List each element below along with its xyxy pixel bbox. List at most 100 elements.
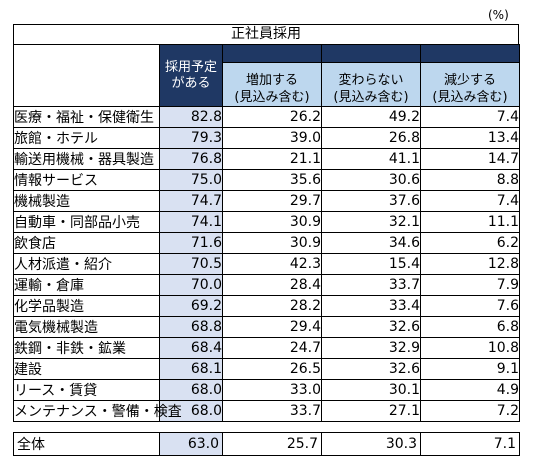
cell-unchanged: 41.1 (321, 148, 421, 170)
total-hiring-planned: 63.0 (159, 432, 223, 456)
table-row: 運輸・倉庫 70.0 28.4 33.7 7.9 (13, 274, 520, 296)
table-row: 自動車・同部品小売 74.1 30.9 32.1 11.1 (13, 211, 520, 233)
cell-hiring-planned: 79.3 (159, 127, 223, 149)
cell-hiring-planned: 70.0 (159, 274, 223, 296)
row-label: 飲食店 (13, 232, 160, 254)
cell-decrease: 7.2 (420, 400, 520, 422)
header-blank (13, 44, 160, 107)
cell-hiring-planned: 69.2 (159, 295, 223, 317)
cell-hiring-planned: 68.1 (159, 358, 223, 380)
cell-hiring-planned: 68.4 (159, 337, 223, 359)
cell-unchanged: 49.2 (321, 106, 421, 128)
table-row: 輸送用機械・器具製造 76.8 21.1 41.1 14.7 (13, 148, 520, 170)
total-unchanged: 30.3 (321, 432, 421, 456)
header-bar (321, 44, 421, 63)
table-row: 機械製造 74.7 29.7 37.6 7.4 (13, 190, 520, 212)
row-label: 鉄鋼・非鉄・鉱業 (13, 337, 160, 359)
cell-decrease: 14.7 (420, 148, 520, 170)
table-row: 鉄鋼・非鉄・鉱業 68.4 24.7 32.9 10.8 (13, 337, 520, 359)
table-row: 人材派遣・紹介 70.5 42.3 15.4 12.8 (13, 253, 520, 275)
cell-hiring-planned: 74.7 (159, 190, 223, 212)
total-label: 全体 (13, 432, 160, 456)
table-row: 化学品製造 69.2 28.2 33.4 7.6 (13, 295, 520, 317)
header-decrease-line2: (見込み含む) (432, 90, 508, 105)
cell-increase: 33.7 (222, 400, 322, 422)
employment-table: 採用予定 がある 増加する (見込み含む) 変わらない (見込み含む) 減少する… (13, 44, 520, 422)
cell-unchanged: 32.6 (321, 316, 421, 338)
header-unchanged-line2: (見込み含む) (333, 90, 409, 105)
cell-increase: 39.0 (222, 127, 322, 149)
header-decrease-line1: 減少する (443, 73, 496, 88)
total-decrease: 7.1 (420, 432, 520, 456)
cell-decrease: 4.9 (420, 379, 520, 401)
header-hiring-planned: 採用予定 がある (159, 44, 223, 107)
cell-increase: 28.2 (222, 295, 322, 317)
row-label: 情報サービス (13, 169, 160, 191)
table-row: 医療・福祉・保健衛生 82.8 26.2 49.2 7.4 (13, 106, 520, 128)
cell-increase: 29.7 (222, 190, 322, 212)
cell-unchanged: 30.6 (321, 169, 421, 191)
cell-decrease: 6.2 (420, 232, 520, 254)
table-row: 建設 68.1 26.5 32.6 9.1 (13, 358, 520, 380)
row-label: 人材派遣・紹介 (13, 253, 160, 275)
row-label: 旅館・ホテル (13, 127, 160, 149)
header-increase-line1: 増加する (245, 73, 298, 88)
row-label: 医療・福祉・保健衛生 (13, 106, 160, 128)
cell-decrease: 8.8 (420, 169, 520, 191)
cell-increase: 26.5 (222, 358, 322, 380)
header-decrease: 減少する (見込み含む) (420, 62, 520, 107)
cell-increase: 33.0 (222, 379, 322, 401)
cell-decrease: 7.9 (420, 274, 520, 296)
cell-unchanged: 33.7 (321, 274, 421, 296)
total-row: 全体 63.0 25.7 30.3 7.1 (13, 432, 520, 456)
cell-increase: 21.1 (222, 148, 322, 170)
table-row: 旅館・ホテル 79.3 39.0 26.8 13.4 (13, 127, 520, 149)
cell-hiring-planned: 71.6 (159, 232, 223, 254)
row-label: 自動車・同部品小売 (13, 211, 160, 233)
cell-hiring-planned: 76.8 (159, 148, 223, 170)
total-table: 全体 63.0 25.7 30.3 7.1 (13, 432, 520, 456)
cell-unchanged: 32.6 (321, 358, 421, 380)
cell-unchanged: 32.1 (321, 211, 421, 233)
cell-hiring-planned: 75.0 (159, 169, 223, 191)
row-label: 化学品製造 (13, 295, 160, 317)
cell-increase: 26.2 (222, 106, 322, 128)
cell-increase: 42.3 (222, 253, 322, 275)
cell-unchanged: 37.6 (321, 190, 421, 212)
row-label: 運輸・倉庫 (13, 274, 160, 296)
cell-hiring-planned: 82.8 (159, 106, 223, 128)
cell-increase: 28.4 (222, 274, 322, 296)
table-row: リース・賃貸 68.0 33.0 30.1 4.9 (13, 379, 520, 401)
cell-decrease: 11.1 (420, 211, 520, 233)
cell-unchanged: 34.6 (321, 232, 421, 254)
cell-increase: 30.9 (222, 232, 322, 254)
cell-decrease: 12.8 (420, 253, 520, 275)
unit-label: (%) (488, 8, 509, 22)
cell-decrease: 7.6 (420, 295, 520, 317)
header-increase: 増加する (見込み含む) (222, 62, 322, 107)
row-label: 輸送用機械・器具製造 (13, 148, 160, 170)
table-row: 電気機械製造 68.8 29.4 32.6 6.8 (13, 316, 520, 338)
cell-decrease: 9.1 (420, 358, 520, 380)
cell-decrease: 7.4 (420, 106, 520, 128)
cell-unchanged: 27.1 (321, 400, 421, 422)
cell-decrease: 7.4 (420, 190, 520, 212)
cell-unchanged: 32.9 (321, 337, 421, 359)
table-row: メンテナンス・警備・検査 68.0 33.7 27.1 7.2 (13, 400, 520, 422)
cell-hiring-planned: 68.8 (159, 316, 223, 338)
header-bar (420, 44, 520, 63)
cell-increase: 35.6 (222, 169, 322, 191)
total-increase: 25.7 (222, 432, 322, 456)
header-hiring-planned-line1: 採用予定 (164, 59, 217, 75)
header-bar (222, 44, 322, 63)
cell-increase: 30.9 (222, 211, 322, 233)
row-label: 電気機械製造 (13, 316, 160, 338)
table-row: 情報サービス 75.0 35.6 30.6 8.8 (13, 169, 520, 191)
cell-unchanged: 15.4 (321, 253, 421, 275)
cell-hiring-planned: 74.1 (159, 211, 223, 233)
header-increase-line2: (見込み含む) (234, 90, 310, 105)
cell-increase: 29.4 (222, 316, 322, 338)
row-label: メンテナンス・警備・検査 (13, 400, 182, 422)
cell-hiring-planned: 68.0 (159, 379, 223, 401)
cell-hiring-planned: 70.5 (159, 253, 223, 275)
